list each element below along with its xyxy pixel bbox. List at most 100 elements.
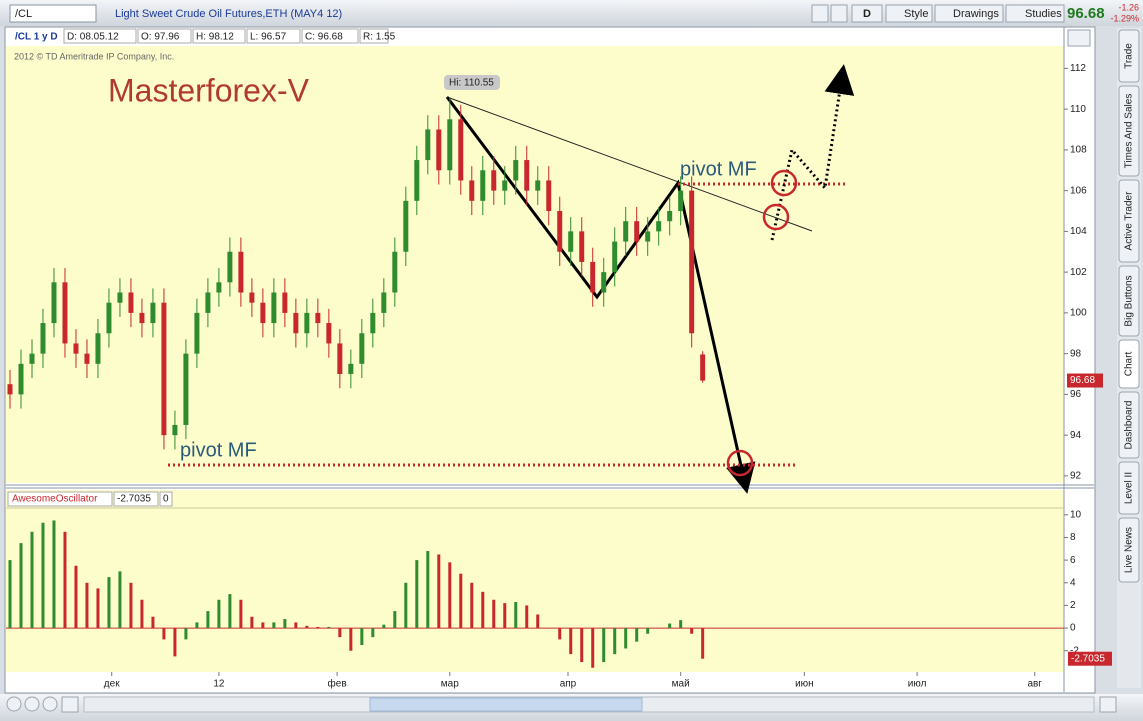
side-tab-label[interactable]: Level II bbox=[1124, 472, 1135, 504]
candle-body bbox=[535, 180, 541, 191]
tool-button[interactable] bbox=[811, 4, 829, 23]
scroll-button[interactable] bbox=[1099, 696, 1117, 713]
side-tab-label[interactable]: Trade bbox=[1124, 43, 1135, 69]
candle-body bbox=[161, 302, 167, 436]
candle-body bbox=[205, 292, 211, 313]
side-tab-label[interactable]: Active Trader bbox=[1124, 191, 1135, 251]
oscillator-bar bbox=[162, 628, 166, 640]
side-tab[interactable] bbox=[1118, 339, 1140, 389]
oscillator-bar bbox=[459, 573, 463, 629]
zoom-in-button[interactable] bbox=[24, 696, 40, 712]
x-tick-label: фев bbox=[328, 678, 347, 690]
period-button[interactable] bbox=[851, 4, 883, 23]
candle-body bbox=[436, 129, 442, 171]
symbol[interactable]: /CL bbox=[15, 8, 32, 20]
fit-button[interactable] bbox=[61, 696, 79, 713]
candle-body bbox=[73, 343, 79, 354]
x-tick-label: авг bbox=[1027, 679, 1042, 690]
side-tab-label[interactable]: Live News bbox=[1124, 527, 1135, 573]
x-tick-label: май bbox=[672, 679, 690, 690]
zoom-button[interactable] bbox=[6, 696, 22, 712]
side-tab[interactable] bbox=[1118, 517, 1140, 583]
side-tab[interactable] bbox=[1118, 85, 1140, 177]
candle-body bbox=[18, 363, 24, 395]
style-button[interactable] bbox=[885, 4, 933, 23]
studies-button[interactable] bbox=[1005, 4, 1065, 23]
candle-body bbox=[678, 190, 684, 212]
oscillator-bar bbox=[338, 628, 342, 638]
x-tick-label: июн bbox=[795, 679, 814, 690]
side-tab[interactable] bbox=[1118, 265, 1140, 337]
oscillator-bar bbox=[74, 565, 78, 629]
oscillator-bar bbox=[316, 626, 320, 629]
candle-body bbox=[590, 261, 596, 293]
candle-body bbox=[128, 292, 134, 313]
scroll-thumb[interactable] bbox=[369, 697, 643, 712]
side-tab-label[interactable]: Dashboard bbox=[1124, 401, 1135, 450]
drawings-button[interactable] bbox=[934, 4, 1004, 23]
value-tag-label: -2.7035 bbox=[1071, 653, 1105, 664]
price-pane bbox=[6, 46, 1064, 483]
oscillator-bar bbox=[349, 628, 353, 651]
info-box bbox=[137, 28, 192, 44]
y-tick-label: 102 bbox=[1070, 267, 1087, 278]
oscillator-bar bbox=[371, 628, 375, 638]
last-price: 96.68 bbox=[1067, 5, 1105, 22]
button-label[interactable]: Studies bbox=[1025, 8, 1062, 20]
oscillator-bar bbox=[492, 599, 496, 629]
side-tab-label[interactable]: Chart bbox=[1124, 352, 1135, 377]
candle-body bbox=[634, 221, 640, 242]
oscillator-bar bbox=[41, 522, 45, 629]
x-tick-label: 12 bbox=[213, 679, 225, 690]
oscillator-bar bbox=[272, 622, 276, 629]
oscillator-bar bbox=[151, 616, 155, 629]
oscillator-bar bbox=[404, 582, 408, 629]
info-box bbox=[63, 28, 137, 44]
candle-body bbox=[425, 129, 431, 161]
y-tick-label: 106 bbox=[1070, 185, 1087, 196]
oscillator-bar bbox=[690, 628, 694, 634]
instrument-title: Light Sweet Crude Oil Futures,ETH (MAY4 … bbox=[115, 8, 342, 20]
candle-body bbox=[183, 353, 189, 425]
button-label[interactable]: Style bbox=[904, 8, 928, 20]
y-tick-label: 100 bbox=[1070, 308, 1087, 319]
y-tick-label: 0 bbox=[1070, 623, 1076, 634]
x-tick-label: дек bbox=[104, 679, 120, 690]
chart-settings-button[interactable] bbox=[1067, 29, 1091, 47]
oscillator-bar bbox=[305, 625, 309, 629]
legend-box bbox=[7, 491, 113, 507]
y-tick-label: 108 bbox=[1070, 145, 1087, 156]
side-tab-label[interactable]: Times And Sales bbox=[1124, 94, 1135, 169]
y-tick-label: 4 bbox=[1070, 577, 1076, 588]
candle-body bbox=[84, 353, 90, 364]
price-change: -1.26 bbox=[1118, 2, 1139, 12]
info-field: C: 96.68 bbox=[305, 32, 343, 43]
oscillator-bar bbox=[602, 628, 606, 663]
oscillator-bar bbox=[679, 620, 683, 629]
period-label[interactable]: D bbox=[863, 8, 871, 20]
oscillator-bar bbox=[426, 551, 430, 629]
zoom-out-button[interactable] bbox=[42, 696, 58, 712]
symbol-box[interactable] bbox=[9, 4, 97, 23]
side-tab-label[interactable]: Big Buttons bbox=[1124, 275, 1135, 326]
tool-button[interactable] bbox=[830, 4, 848, 23]
x-tick-label: мар bbox=[441, 679, 459, 690]
button-label[interactable]: Drawings bbox=[953, 8, 999, 20]
legend-box bbox=[159, 491, 173, 507]
value-tag bbox=[1068, 651, 1112, 666]
oscillator-bar bbox=[195, 622, 199, 629]
legend-name: AwesomeOscillator bbox=[12, 494, 98, 505]
side-tab[interactable] bbox=[1118, 391, 1140, 459]
side-tab[interactable] bbox=[1118, 29, 1140, 83]
side-tab[interactable] bbox=[1118, 461, 1140, 515]
oscillator-bar bbox=[646, 628, 650, 634]
trend-line bbox=[446, 96, 813, 232]
oscillator-bar bbox=[514, 602, 518, 629]
candle-body bbox=[579, 231, 585, 262]
candle-body bbox=[524, 160, 530, 191]
oscillator-bar bbox=[415, 560, 419, 629]
y-tick-label: 112 bbox=[1070, 63, 1086, 74]
side-tab[interactable] bbox=[1118, 179, 1140, 263]
info-box bbox=[192, 28, 246, 44]
oscillator-bar bbox=[63, 531, 67, 629]
